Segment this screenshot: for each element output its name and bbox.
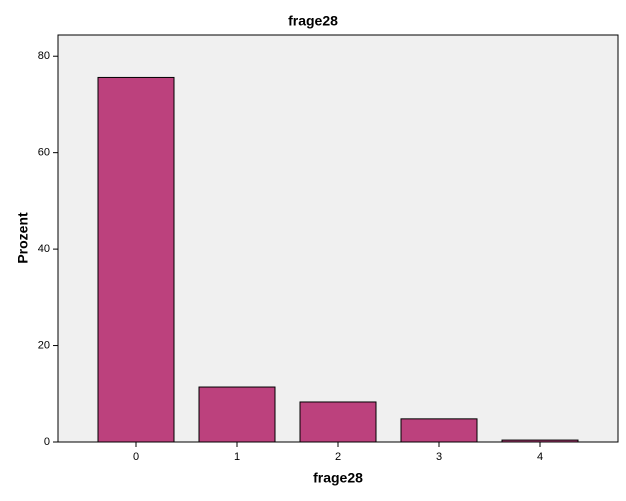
x-tick-label: 2 (335, 451, 341, 463)
y-tick-label: 40 (38, 243, 50, 255)
bar (400, 418, 478, 443)
x-tick-label: 3 (436, 451, 442, 463)
bar (198, 386, 276, 443)
bar (299, 401, 377, 443)
y-tick-label: 0 (44, 436, 50, 448)
y-tick-label: 80 (38, 50, 50, 62)
y-axis-title: Prozent (15, 212, 31, 264)
chart-title: frage28 (288, 13, 338, 29)
bar (501, 439, 579, 443)
x-axis-title: frage28 (313, 470, 363, 486)
x-tick-label: 0 (133, 451, 139, 463)
y-tick-label: 60 (38, 147, 50, 159)
y-tick-label: 20 (38, 339, 50, 351)
bar (97, 76, 175, 443)
x-tick-label: 4 (537, 451, 543, 463)
x-tick-label: 1 (234, 451, 240, 463)
